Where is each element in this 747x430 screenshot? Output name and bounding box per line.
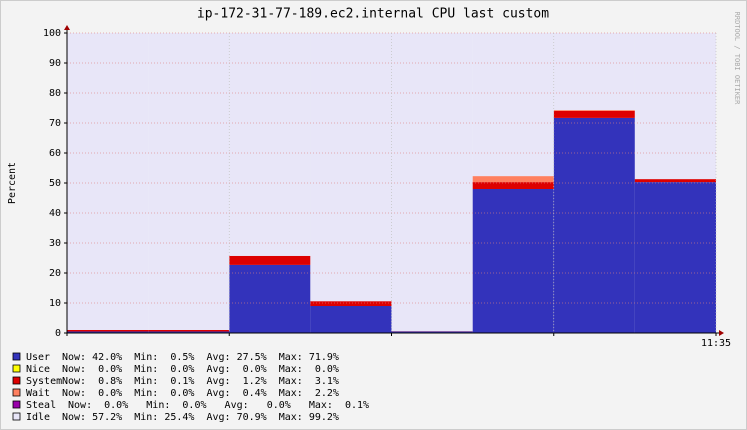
y-tick-label: 100 xyxy=(43,28,61,39)
area-step xyxy=(310,306,392,333)
area-step xyxy=(67,33,149,330)
y-tick-label: 0 xyxy=(55,328,61,339)
legend-swatch xyxy=(12,364,21,373)
y-axis-label: Percent xyxy=(7,162,18,204)
area-step xyxy=(67,331,149,333)
area-step xyxy=(148,330,230,332)
legend-stats: Now: 0.0% Min: 0.0% Avg: 0.4% Max: 2.2% xyxy=(62,388,339,399)
area-step xyxy=(229,264,311,333)
legend-label: Steal xyxy=(26,400,56,411)
legend-swatch xyxy=(12,400,21,409)
y-tick-label: 70 xyxy=(49,118,61,129)
area-step xyxy=(391,331,473,333)
area-step xyxy=(310,33,392,302)
legend-label: User xyxy=(26,352,50,363)
area-step xyxy=(634,33,716,180)
y-tick-label: 60 xyxy=(49,148,61,159)
y-tick-label: 10 xyxy=(49,298,61,309)
legend-swatch xyxy=(12,412,21,421)
axis-arrow xyxy=(64,25,70,30)
area-step xyxy=(553,117,635,334)
legend-label: Wait xyxy=(26,388,50,399)
area-step xyxy=(472,182,554,189)
area-step xyxy=(229,255,311,265)
legend-label: System xyxy=(26,376,62,387)
area-step xyxy=(634,179,716,183)
legend-stats: Now: 57.2% Min: 25.4% Avg: 70.9% Max: 99… xyxy=(62,412,339,423)
legend-stats: Now: 42.0% Min: 0.5% Avg: 27.5% Max: 71.… xyxy=(62,352,339,363)
legend: User Now: 42.0% Min: 0.5% Avg: 27.5% Max:… xyxy=(12,352,369,423)
y-tick-label: 40 xyxy=(49,208,61,219)
y-tick-label: 50 xyxy=(49,178,61,189)
area-step xyxy=(310,301,392,306)
area-step xyxy=(472,189,554,333)
area-step xyxy=(67,330,149,332)
legend-stats: Now: 0.0% Min: 0.0% Avg: 0.0% Max: 0.0% xyxy=(62,364,339,375)
legend-label: Nice xyxy=(26,364,50,375)
area-step xyxy=(391,33,473,332)
legend-swatch xyxy=(12,388,21,397)
area-step xyxy=(472,33,554,177)
area-step xyxy=(553,110,635,111)
x-tick-label: 11:35 xyxy=(701,338,731,349)
overlay: 0 10 20 30 40 50 60 70 80 90 100 11:35 xyxy=(43,25,731,349)
area-step xyxy=(634,182,716,333)
y-tick-label: 20 xyxy=(49,268,61,279)
area-step xyxy=(148,33,230,330)
legend-stats: Now: 0.0% Min: 0.0% Avg: 0.0% Max: 0.1% xyxy=(62,400,369,411)
area-step xyxy=(148,331,230,333)
legend-swatch xyxy=(12,352,21,361)
y-tick-label: 30 xyxy=(49,238,61,249)
y-tick-label: 90 xyxy=(49,58,61,69)
legend-label: Idle xyxy=(26,412,50,423)
legend-stats: Now: 0.8% Min: 0.1% Avg: 1.2% Max: 3.1% xyxy=(62,376,339,387)
legend-swatch xyxy=(12,376,21,385)
plot xyxy=(67,33,716,334)
axis-arrow xyxy=(719,330,724,336)
area-step xyxy=(229,33,311,256)
y-tick-label: 80 xyxy=(49,88,61,99)
area-step xyxy=(553,33,635,111)
area-step xyxy=(553,111,635,118)
chart-title: ip-172-31-77-189.ec2.internal CPU last c… xyxy=(197,7,549,22)
watermark: RRDTOOL / TOBI OETIKER xyxy=(733,12,741,106)
area-step xyxy=(472,176,554,183)
